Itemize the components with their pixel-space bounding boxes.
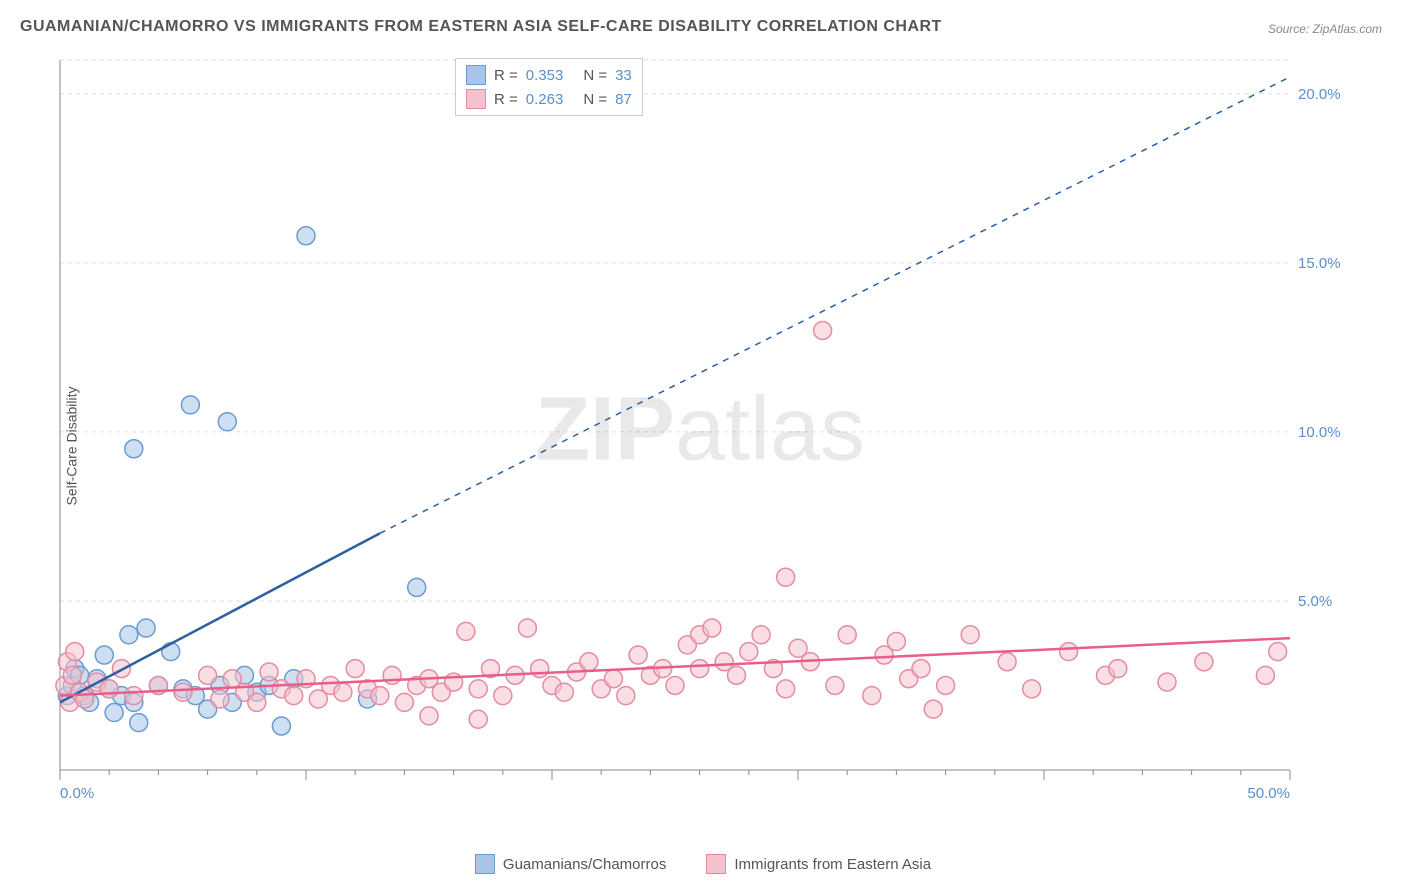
chart-svg: 0.0% 50.0% 5.0% 10.0% 15.0% 20.0% <box>55 50 1345 810</box>
source-attribution: Source: ZipAtlas.com <box>1268 22 1382 36</box>
svg-text:0.0%: 0.0% <box>60 785 94 802</box>
swatch-icon <box>466 89 486 109</box>
swatch-icon <box>706 854 726 874</box>
swatch-icon <box>466 65 486 85</box>
legend-series-label: Guamanians/Chamorros <box>503 856 666 873</box>
legend-series-label: Immigrants from Eastern Asia <box>734 856 931 873</box>
chart-container: GUAMANIAN/CHAMORRO VS IMMIGRANTS FROM EA… <box>0 0 1406 892</box>
swatch-icon <box>475 854 495 874</box>
series-legend: Guamanians/Chamorros Immigrants from East… <box>0 854 1406 874</box>
correlation-legend: R =0.353N =33R =0.263N =87 <box>455 58 643 116</box>
chart-title: GUAMANIAN/CHAMORRO VS IMMIGRANTS FROM EA… <box>20 18 942 36</box>
plot-area: 0.0%50.0%5.0%10.0%15.0%20.0% ZIPatlas R … <box>55 50 1345 810</box>
legend-series-item: Guamanians/Chamorros <box>475 854 666 874</box>
legend-stat-row: R =0.263N =87 <box>466 87 632 111</box>
svg-text:10.0%: 10.0% <box>1298 424 1341 441</box>
svg-text:5.0%: 5.0% <box>1298 593 1332 610</box>
legend-series-item: Immigrants from Eastern Asia <box>706 854 931 874</box>
legend-stat-row: R =0.353N =33 <box>466 63 632 87</box>
svg-text:20.0%: 20.0% <box>1298 86 1341 103</box>
svg-text:50.0%: 50.0% <box>1247 785 1290 802</box>
svg-text:15.0%: 15.0% <box>1298 255 1341 272</box>
